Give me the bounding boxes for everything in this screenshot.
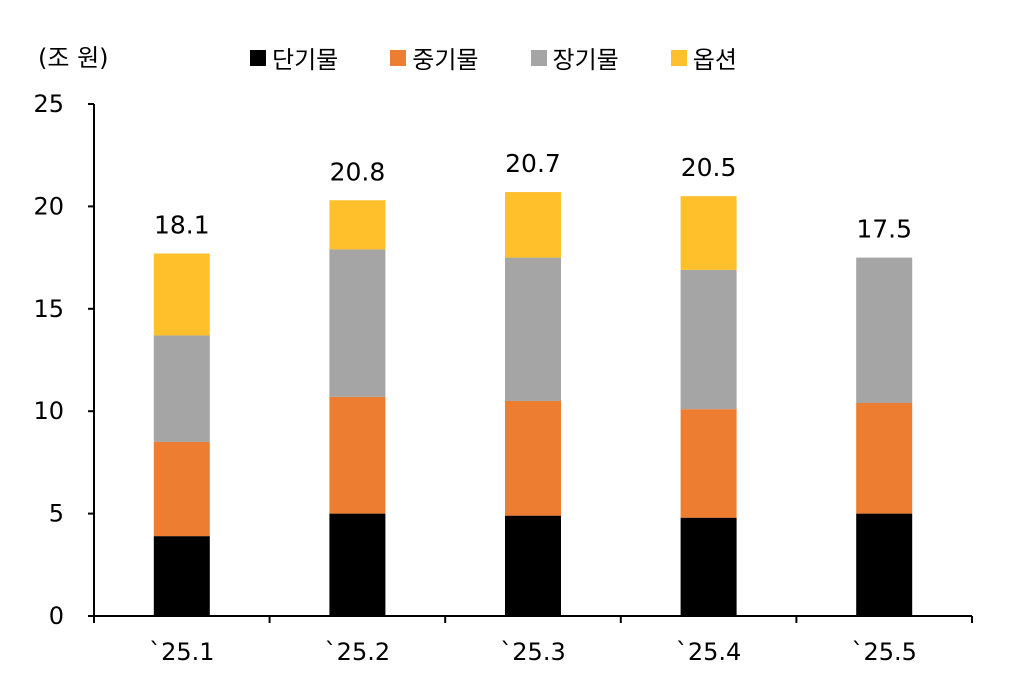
legend-item-mid: 중기물 [390,40,479,75]
unit-label: (조 원) [38,44,109,72]
x-tick-label: `25.4 [676,638,741,666]
bar-segment-option [680,196,737,270]
bar-segment-short [856,513,913,616]
legend-label-short: 단기물 [272,46,339,74]
legend-label-long: 장기물 [552,46,619,74]
y-tick-label: 20 [33,192,64,220]
total-label: 18.1 [154,211,210,240]
bar-segment-short [153,536,210,616]
y-tick-label: 10 [33,397,64,425]
y-tick-label: 25 [33,90,64,118]
legend-label-option: 옵션 [692,46,737,74]
y-tick-label: 5 [49,500,64,528]
total-label: 20.8 [330,157,386,186]
bar-segment-short [329,513,386,616]
legend-label-mid: 중기물 [412,46,479,74]
x-tick-label: `25.3 [500,638,565,666]
bar-segment-mid [153,441,210,537]
bar-segment-option [153,253,210,336]
bar-segment-short [505,515,561,616]
y-tick-label: 15 [33,295,64,323]
bar-segment-short [680,517,737,616]
legend: 단기물 중기물 장기물 옵션 [250,40,789,75]
x-tick-label: `25.2 [325,638,390,666]
bar-segment-long [856,257,913,404]
bar-segment-option [329,200,386,250]
x-tick-label: `25.1 [149,638,214,666]
legend-swatch-short [250,49,266,66]
legend-item-long: 장기물 [530,40,619,75]
x-tick-label: `25.5 [851,638,916,666]
total-label: 17.5 [856,215,912,244]
legend-swatch-long [530,49,547,66]
legend-item-short: 단기물 [250,40,338,75]
bar-segment-mid [505,400,561,516]
bar-segment-long [505,257,561,401]
legend-item-option: 옵션 [670,40,737,75]
total-label: 20.7 [505,149,561,178]
bar-segment-option [505,192,561,258]
y-tick-label: 0 [49,602,64,630]
total-label: 20.5 [681,153,737,182]
legend-swatch-mid [390,49,407,66]
bar-segment-long [153,335,210,442]
legend-swatch-option [670,49,687,66]
bar-segment-long [680,269,737,410]
bar-segment-long [329,249,386,397]
bar-segment-mid [329,396,386,514]
bar-segment-mid [680,409,737,518]
bar-segment-mid [856,403,913,514]
